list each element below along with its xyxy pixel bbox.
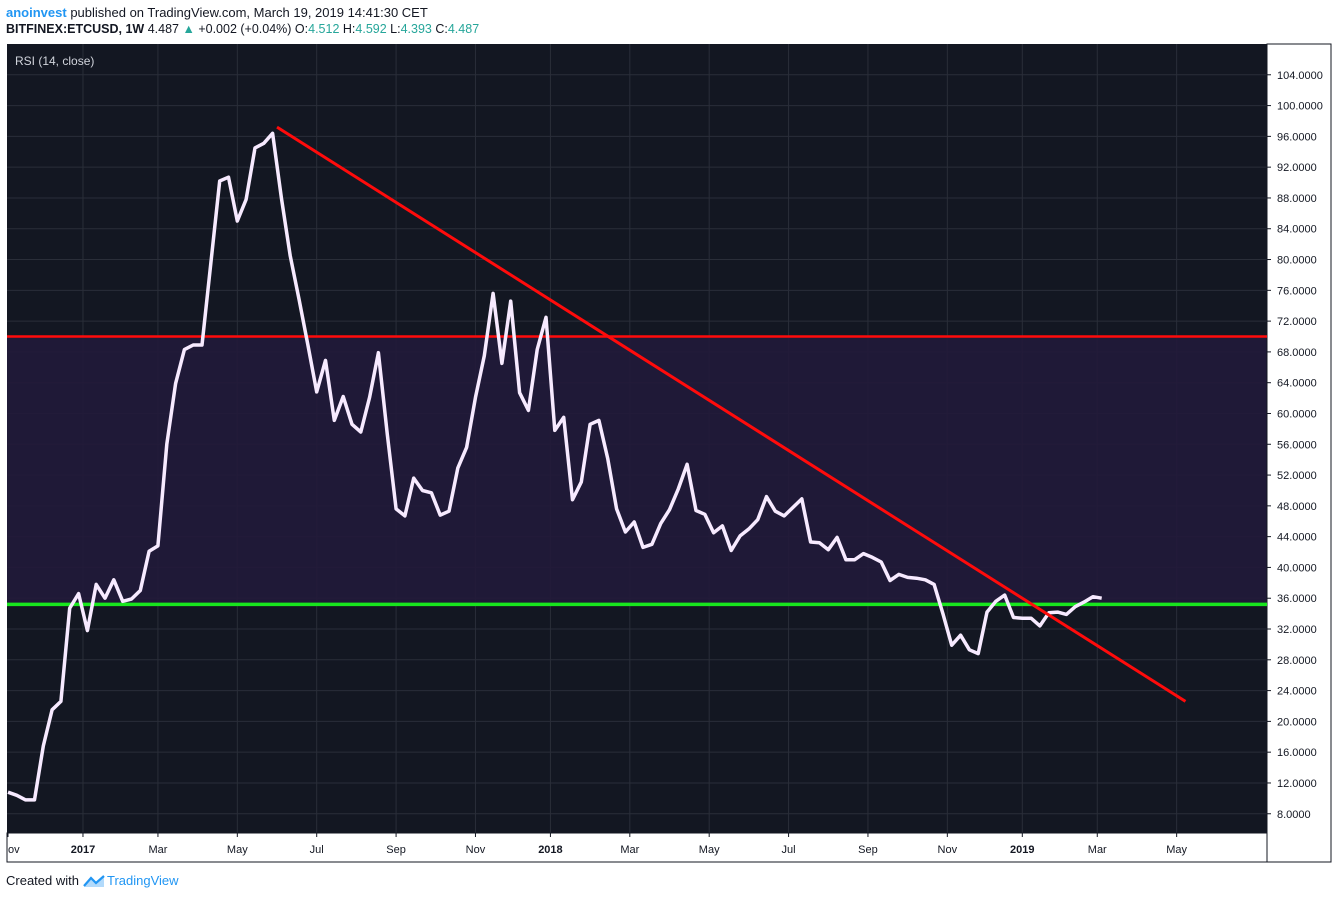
x-tick-label: Sep — [858, 844, 878, 856]
y-tick-label: 72.0000 — [1277, 316, 1317, 328]
y-tick-label: 12.0000 — [1277, 778, 1317, 790]
y-tick-label: 68.0000 — [1277, 347, 1317, 359]
y-tick-label: 60.0000 — [1277, 408, 1317, 420]
x-tick-label: May — [1166, 844, 1187, 856]
x-tick-label: Jul — [310, 844, 324, 856]
x-tick-label: 2017 — [71, 844, 95, 856]
price-axis — [1266, 43, 1332, 863]
open-label: O: — [294, 22, 309, 36]
close-value: 4.487 — [447, 22, 480, 36]
plot-area — [7, 125, 1267, 802]
open-value: 4.512 — [308, 22, 340, 36]
x-tick-label: ov — [8, 844, 20, 856]
y-tick-label: 100.0000 — [1277, 101, 1323, 113]
x-tick-label: Sep — [386, 844, 406, 856]
symbol-info: BITFINEX:ETCUSD, 1W 4.487 ▲ +0.002 (+0.0… — [6, 22, 479, 36]
x-tick-label: 2019 — [1010, 844, 1034, 856]
descending-trendline — [276, 125, 1187, 703]
y-tick-label: 88.0000 — [1277, 193, 1317, 205]
x-tick-label: May — [699, 844, 720, 856]
y-tick-label: 52.0000 — [1277, 470, 1317, 482]
x-tick-label: Nov — [466, 844, 486, 856]
y-tick-label: 36.0000 — [1277, 593, 1317, 605]
x-tick-label: Jul — [782, 844, 796, 856]
y-tick-label: 64.0000 — [1277, 378, 1317, 390]
y-tick-label: 76.0000 — [1277, 285, 1317, 297]
y-tick-label: 28.0000 — [1277, 655, 1317, 667]
up-arrow-icon: ▲ — [182, 22, 195, 36]
low-value: 4.393 — [400, 22, 432, 36]
y-tick-label: 104.0000 — [1277, 70, 1323, 82]
x-tick-label: Mar — [1088, 844, 1107, 856]
author-name[interactable]: anoinvest — [6, 5, 67, 20]
tradingview-link[interactable]: TradingView — [106, 873, 179, 888]
published-text: published on TradingView.com, March 19, … — [70, 5, 428, 20]
created-with-text: Created with — [6, 873, 79, 888]
last-price: 4.487 — [147, 22, 179, 36]
high-value: 4.592 — [355, 22, 387, 36]
x-tick-label: 2018 — [538, 844, 562, 856]
footer: Created with TradingView — [6, 873, 179, 888]
high-label: H: — [342, 22, 356, 36]
y-tick-label: 20.0000 — [1277, 716, 1317, 728]
y-tick-label: 80.0000 — [1277, 255, 1317, 267]
publish-info: anoinvest published on TradingView.com, … — [6, 5, 428, 20]
indicator-title: RSI (14, close) — [15, 54, 94, 68]
low-label: L: — [390, 22, 401, 36]
y-tick-label: 48.0000 — [1277, 501, 1317, 513]
close-label: C: — [435, 22, 448, 36]
y-tick-label: 24.0000 — [1277, 686, 1317, 698]
y-tick-label: 32.0000 — [1277, 624, 1317, 636]
y-tick-label: 8.0000 — [1277, 809, 1311, 821]
price-change: +0.002 (+0.04%) — [198, 22, 292, 36]
x-tick-label: Nov — [938, 844, 958, 856]
rsi-band — [7, 336, 1267, 606]
y-tick-label: 96.0000 — [1277, 131, 1317, 143]
x-tick-label: May — [227, 844, 248, 856]
time-axis — [6, 832, 1268, 863]
y-tick-label: 84.0000 — [1277, 224, 1317, 236]
symbol-label: BITFINEX:ETCUSD, 1W — [6, 22, 145, 36]
y-tick-label: 44.0000 — [1277, 532, 1317, 544]
x-tick-label: Mar — [620, 844, 639, 856]
tradingview-logo-icon — [83, 874, 105, 887]
y-tick-label: 16.0000 — [1277, 747, 1317, 759]
x-tick-label: Mar — [148, 844, 167, 856]
y-tick-label: 92.0000 — [1277, 162, 1317, 174]
rsi-series-line — [7, 131, 1102, 802]
y-tick-label: 40.0000 — [1277, 562, 1317, 574]
y-tick-label: 56.0000 — [1277, 439, 1317, 451]
